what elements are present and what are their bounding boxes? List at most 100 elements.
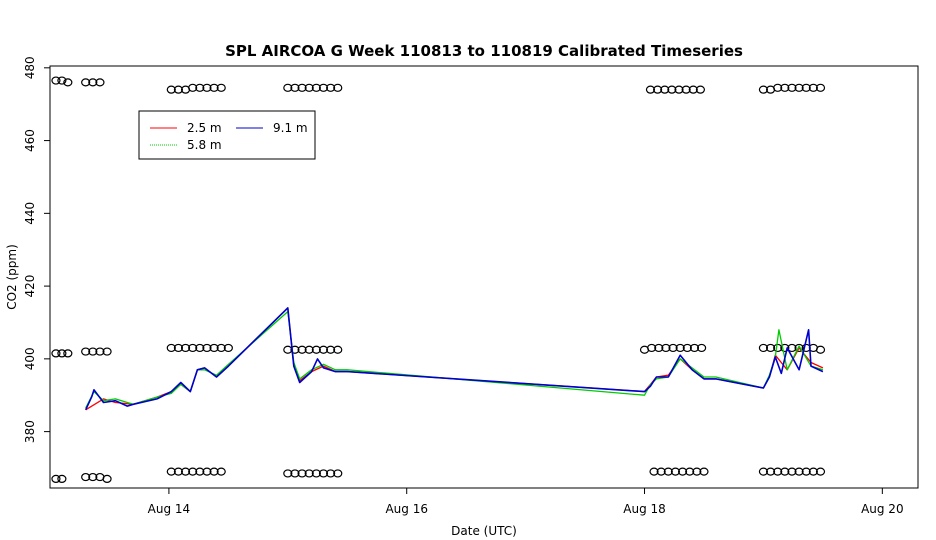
calibration-point-37 <box>173 467 184 476</box>
calibration-point-29 <box>180 343 191 353</box>
calibration-point-61 <box>290 469 300 478</box>
calibration-point-111 <box>758 467 769 476</box>
calibration-point-53 <box>290 345 300 354</box>
calibration-point-88 <box>670 467 681 476</box>
legend-label-2-5m: 2.5 m <box>187 121 222 135</box>
calibration-point-33 <box>209 343 219 353</box>
calibration-point-27 <box>166 343 176 353</box>
calibration-point-41 <box>202 467 212 476</box>
calibration-point-72 <box>674 85 684 94</box>
calibration-point-67 <box>333 469 343 478</box>
calibration-point-40 <box>195 467 205 476</box>
y-axis: 380 400 420 440 460 480 <box>23 56 50 443</box>
calibration-point-93 <box>758 85 769 94</box>
calibration-point-23 <box>195 83 205 92</box>
calibration-point-57 <box>318 345 329 354</box>
legend-label-5-8m: 5.8 m <box>187 138 222 152</box>
y-axis-label: CO2 (ppm) <box>5 244 19 310</box>
chart-title: SPL AIRCOA G Week 110813 to 110819 Calib… <box>225 42 743 60</box>
calibration-point-55 <box>304 345 314 354</box>
calibration-point-5 <box>63 349 73 358</box>
calibration-point-19 <box>166 85 176 94</box>
calibration-point-47 <box>304 83 314 92</box>
calibration-point-3 <box>51 349 61 358</box>
calibration-point-12 <box>88 347 98 356</box>
calibration-point-105 <box>780 343 790 353</box>
calibration-point-77 <box>647 343 657 353</box>
plot-frame <box>49 65 919 489</box>
x-axis-label: Date (UTC) <box>451 524 517 538</box>
calibration-point-117 <box>801 467 811 476</box>
legend-box <box>138 110 316 160</box>
calibration-point-97 <box>787 83 797 92</box>
legend: 2.5 m 5.8 m 9.1 m <box>138 110 316 160</box>
calibration-point-102 <box>758 343 769 353</box>
calibration-point-119 <box>815 467 826 476</box>
x-tick-label-3: Aug 20 <box>861 502 904 516</box>
calibration-point-49 <box>318 83 329 92</box>
x-axis: Aug 14 Aug 16 Aug 18 Aug 20 <box>148 488 904 516</box>
calibration-point-64 <box>311 469 321 478</box>
calibration-point-16 <box>88 472 98 482</box>
calibration-point-73 <box>681 85 691 94</box>
calibration-point-18 <box>102 474 112 484</box>
y-tick-label-2: 420 <box>23 275 37 298</box>
calibration-point-14 <box>102 347 112 356</box>
x-tick-label-1: Aug 16 <box>385 502 428 516</box>
calibration-point-103 <box>765 343 776 353</box>
calibration-point-89 <box>677 467 688 476</box>
calibration-point-7 <box>57 474 67 484</box>
calibration-point-22 <box>188 83 198 92</box>
calibration-point-2 <box>63 78 73 87</box>
calibration-point-86 <box>656 467 666 476</box>
calibration-point-83 <box>689 343 700 353</box>
calibration-point-10 <box>95 78 105 87</box>
calibration-point-68 <box>645 85 656 94</box>
calibration-point-20 <box>173 85 184 94</box>
calibration-point-96 <box>780 83 790 92</box>
calibration-point-36 <box>166 467 176 476</box>
y-tick-label-3: 440 <box>23 202 37 225</box>
calibration-point-25 <box>209 83 219 92</box>
calibration-point-81 <box>675 343 685 353</box>
y-tick-label-0: 380 <box>23 420 37 443</box>
calibration-point-115 <box>787 467 797 476</box>
calibration-point-48 <box>311 83 321 92</box>
calibration-point-26 <box>216 83 226 92</box>
calibration-point-104 <box>773 343 783 353</box>
calibration-point-31 <box>195 343 205 353</box>
calibration-point-35 <box>223 343 233 353</box>
x-tick-label-0: Aug 14 <box>148 502 191 516</box>
calibration-point-99 <box>801 83 811 92</box>
series-line-2-5-m <box>85 307 824 411</box>
calibration-markers <box>51 76 826 484</box>
calibration-point-6 <box>51 474 61 484</box>
x-tick-label-2: Aug 18 <box>623 502 666 516</box>
calibration-point-98 <box>794 83 804 92</box>
calibration-point-100 <box>808 83 818 92</box>
calibration-point-118 <box>808 467 818 476</box>
calibration-point-28 <box>173 343 184 353</box>
y-tick-label-4: 460 <box>23 129 37 152</box>
calibration-point-58 <box>326 345 336 354</box>
y-tick-label-5: 480 <box>23 56 37 79</box>
calibration-point-56 <box>311 345 321 354</box>
calibration-point-44 <box>283 83 293 92</box>
calibration-point-87 <box>663 467 673 476</box>
y-tick-label-1: 400 <box>23 347 37 370</box>
calibration-point-91 <box>692 467 702 476</box>
calibration-point-80 <box>668 343 678 353</box>
calibration-point-66 <box>326 469 336 478</box>
calibration-point-84 <box>696 343 707 353</box>
calibration-point-116 <box>794 467 804 476</box>
calibration-point-50 <box>326 83 336 92</box>
calibration-point-24 <box>202 83 212 92</box>
calibration-point-39 <box>188 467 198 476</box>
calibration-point-15 <box>81 472 91 482</box>
calibration-point-92 <box>699 467 709 476</box>
calibration-point-30 <box>188 343 198 353</box>
calibration-point-32 <box>202 343 212 353</box>
series-line-5-8-m <box>85 310 824 409</box>
calibration-point-4 <box>57 349 67 358</box>
